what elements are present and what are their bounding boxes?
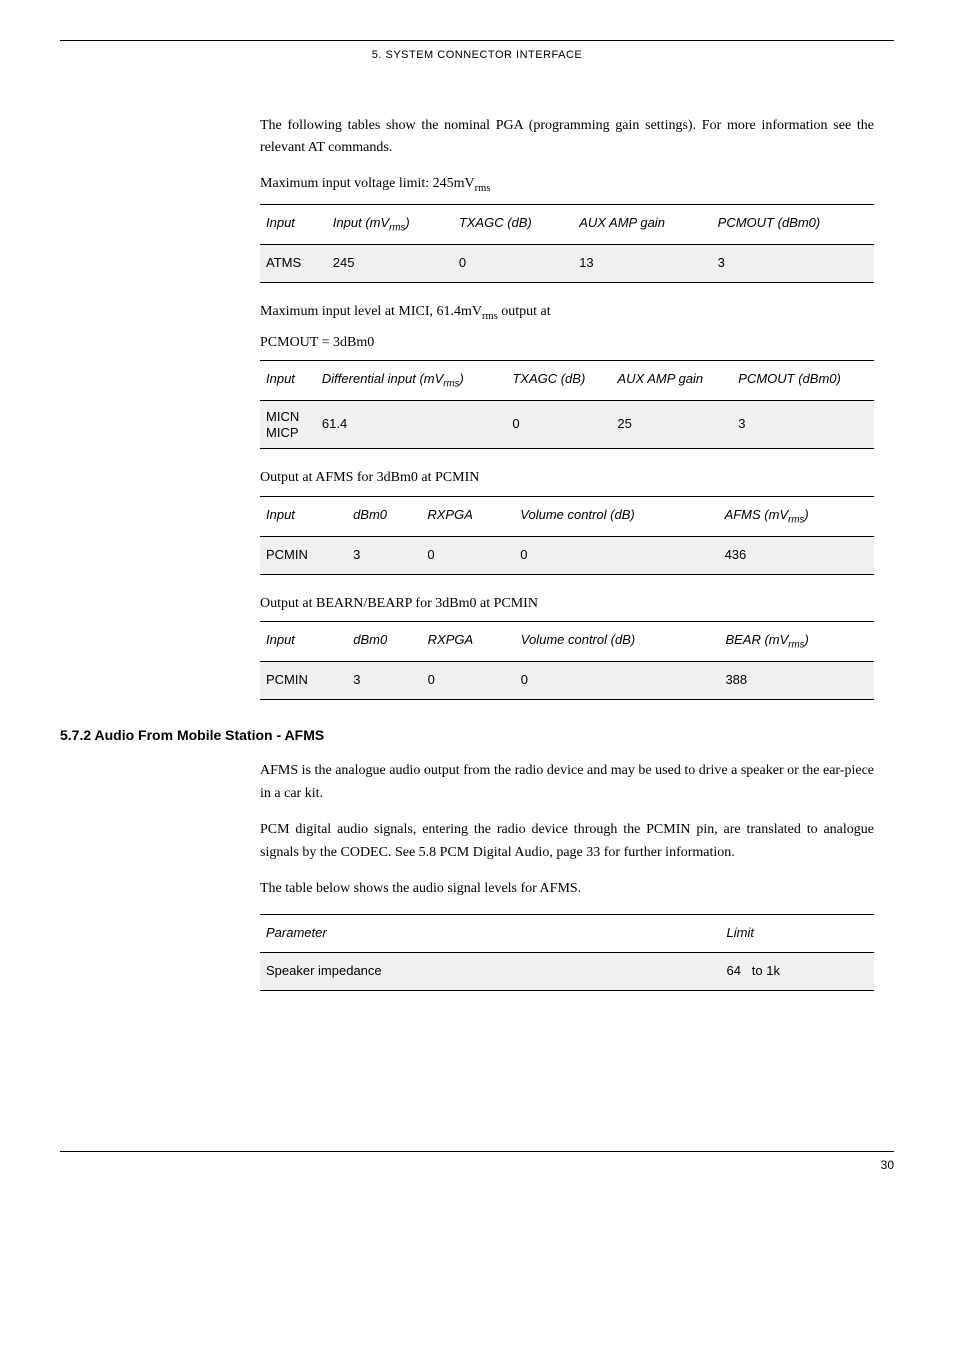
table5-r1c1: Speaker impedance <box>260 953 721 991</box>
table3-r1c3: 0 <box>421 536 514 574</box>
table3-r1c1: PCMIN <box>260 536 347 574</box>
table2-r1c2: 61.4 <box>316 401 506 449</box>
table4: Input dBm0 RXPGA Volume control (dB) BEA… <box>260 621 874 700</box>
table5-r1c2: 64 to 1k <box>721 953 875 991</box>
table1-r1c2: 245 <box>327 245 453 283</box>
table2-caption-line1: Maximum input level at MICI, 61.4mVrms o… <box>260 301 874 326</box>
table3-h3: RXPGA <box>421 496 514 536</box>
table2-r1c3: 0 <box>506 401 611 449</box>
table4-h4: Volume control (dB) <box>515 622 720 662</box>
table2-h1: Input <box>260 360 316 400</box>
table4-h5: BEAR (mVrms) <box>719 622 874 662</box>
table1-h2: Input (mVrms) <box>327 204 453 244</box>
caption-sub: rms <box>482 311 498 322</box>
table3-r1c5: 436 <box>719 536 874 574</box>
table3-h1: Input <box>260 496 347 536</box>
footer-rule <box>60 1151 894 1152</box>
table-row: PCMIN 3 0 0 388 <box>260 662 874 700</box>
table4-r1c3: 0 <box>422 662 515 700</box>
table2-r1c1: MICNMICP <box>260 401 316 449</box>
table4-h2: dBm0 <box>347 622 421 662</box>
table1-h3: TXAGC (dB) <box>453 204 573 244</box>
table1-h5: PCMOUT (dBm0) <box>712 204 874 244</box>
intro-paragraph: The following tables show the nominal PG… <box>260 115 874 160</box>
table3-caption: Output at AFMS for 3dBm0 at PCMIN <box>260 467 874 489</box>
table2-h2: Differential input (mVrms) <box>316 360 506 400</box>
table3-h4: Volume control (dB) <box>514 496 718 536</box>
table1: Input Input (mVrms) TXAGC (dB) AUX AMP g… <box>260 204 874 283</box>
table1-caption: Maximum input voltage limit: 245mVrms <box>260 173 874 198</box>
table2: Input Differential input (mVrms) TXAGC (… <box>260 360 874 449</box>
table1-r1c1: ATMS <box>260 245 327 283</box>
content-area: The following tables show the nominal PG… <box>260 115 874 991</box>
caption-text: Maximum input level at MICI, 61.4mV <box>260 304 482 319</box>
table4-caption: Output at BEARN/BEARP for 3dBm0 at PCMIN <box>260 593 874 615</box>
table5: Parameter Limit Speaker impedance 64 to … <box>260 914 874 991</box>
table2-h4: AUX AMP gain <box>611 360 732 400</box>
table4-r1c2: 3 <box>347 662 421 700</box>
table2-caption-line2: PCMOUT = 3dBm0 <box>260 332 874 354</box>
table1-r1c5: 3 <box>712 245 874 283</box>
header-rule <box>60 40 894 41</box>
table5-h1: Parameter <box>260 915 721 953</box>
table4-r1c1: PCMIN <box>260 662 347 700</box>
table3: Input dBm0 RXPGA Volume control (dB) AFM… <box>260 496 874 575</box>
table-row: MICNMICP 61.4 0 25 3 <box>260 401 874 449</box>
table2-r1c4: 25 <box>611 401 732 449</box>
table4-h1: Input <box>260 622 347 662</box>
table2-h3: TXAGC (dB) <box>506 360 611 400</box>
section-para3: The table below shows the audio signal l… <box>260 878 874 900</box>
table3-r1c4: 0 <box>514 536 718 574</box>
table1-h1: Input <box>260 204 327 244</box>
table5-h2: Limit <box>721 915 875 953</box>
section-para2: PCM digital audio signals, entering the … <box>260 819 874 864</box>
table3-h2: dBm0 <box>347 496 421 536</box>
section-para1: AFMS is the analogue audio output from t… <box>260 760 874 805</box>
table2-h5: PCMOUT (dBm0) <box>732 360 874 400</box>
table1-r1c4: 13 <box>573 245 711 283</box>
table-row: PCMIN 3 0 0 436 <box>260 536 874 574</box>
page-number: 30 <box>60 1156 894 1175</box>
table-row: ATMS 245 0 13 3 <box>260 245 874 283</box>
table2-r1c5: 3 <box>732 401 874 449</box>
table1-r1c3: 0 <box>453 245 573 283</box>
table-row: Speaker impedance 64 to 1k <box>260 953 874 991</box>
table3-r1c2: 3 <box>347 536 421 574</box>
table4-h3: RXPGA <box>422 622 515 662</box>
section-heading: 5.7.2 Audio From Mobile Station - AFMS <box>60 724 874 746</box>
table3-h5: AFMS (mVrms) <box>719 496 874 536</box>
caption-sub: rms <box>475 183 491 194</box>
table4-r1c5: 388 <box>719 662 874 700</box>
caption-text: output at <box>498 304 551 319</box>
caption-text: Maximum input voltage limit: 245mV <box>260 176 475 191</box>
table4-r1c4: 0 <box>515 662 720 700</box>
page-header: 5. SYSTEM CONNECTOR INTERFACE <box>60 47 894 65</box>
table1-h4: AUX AMP gain <box>573 204 711 244</box>
